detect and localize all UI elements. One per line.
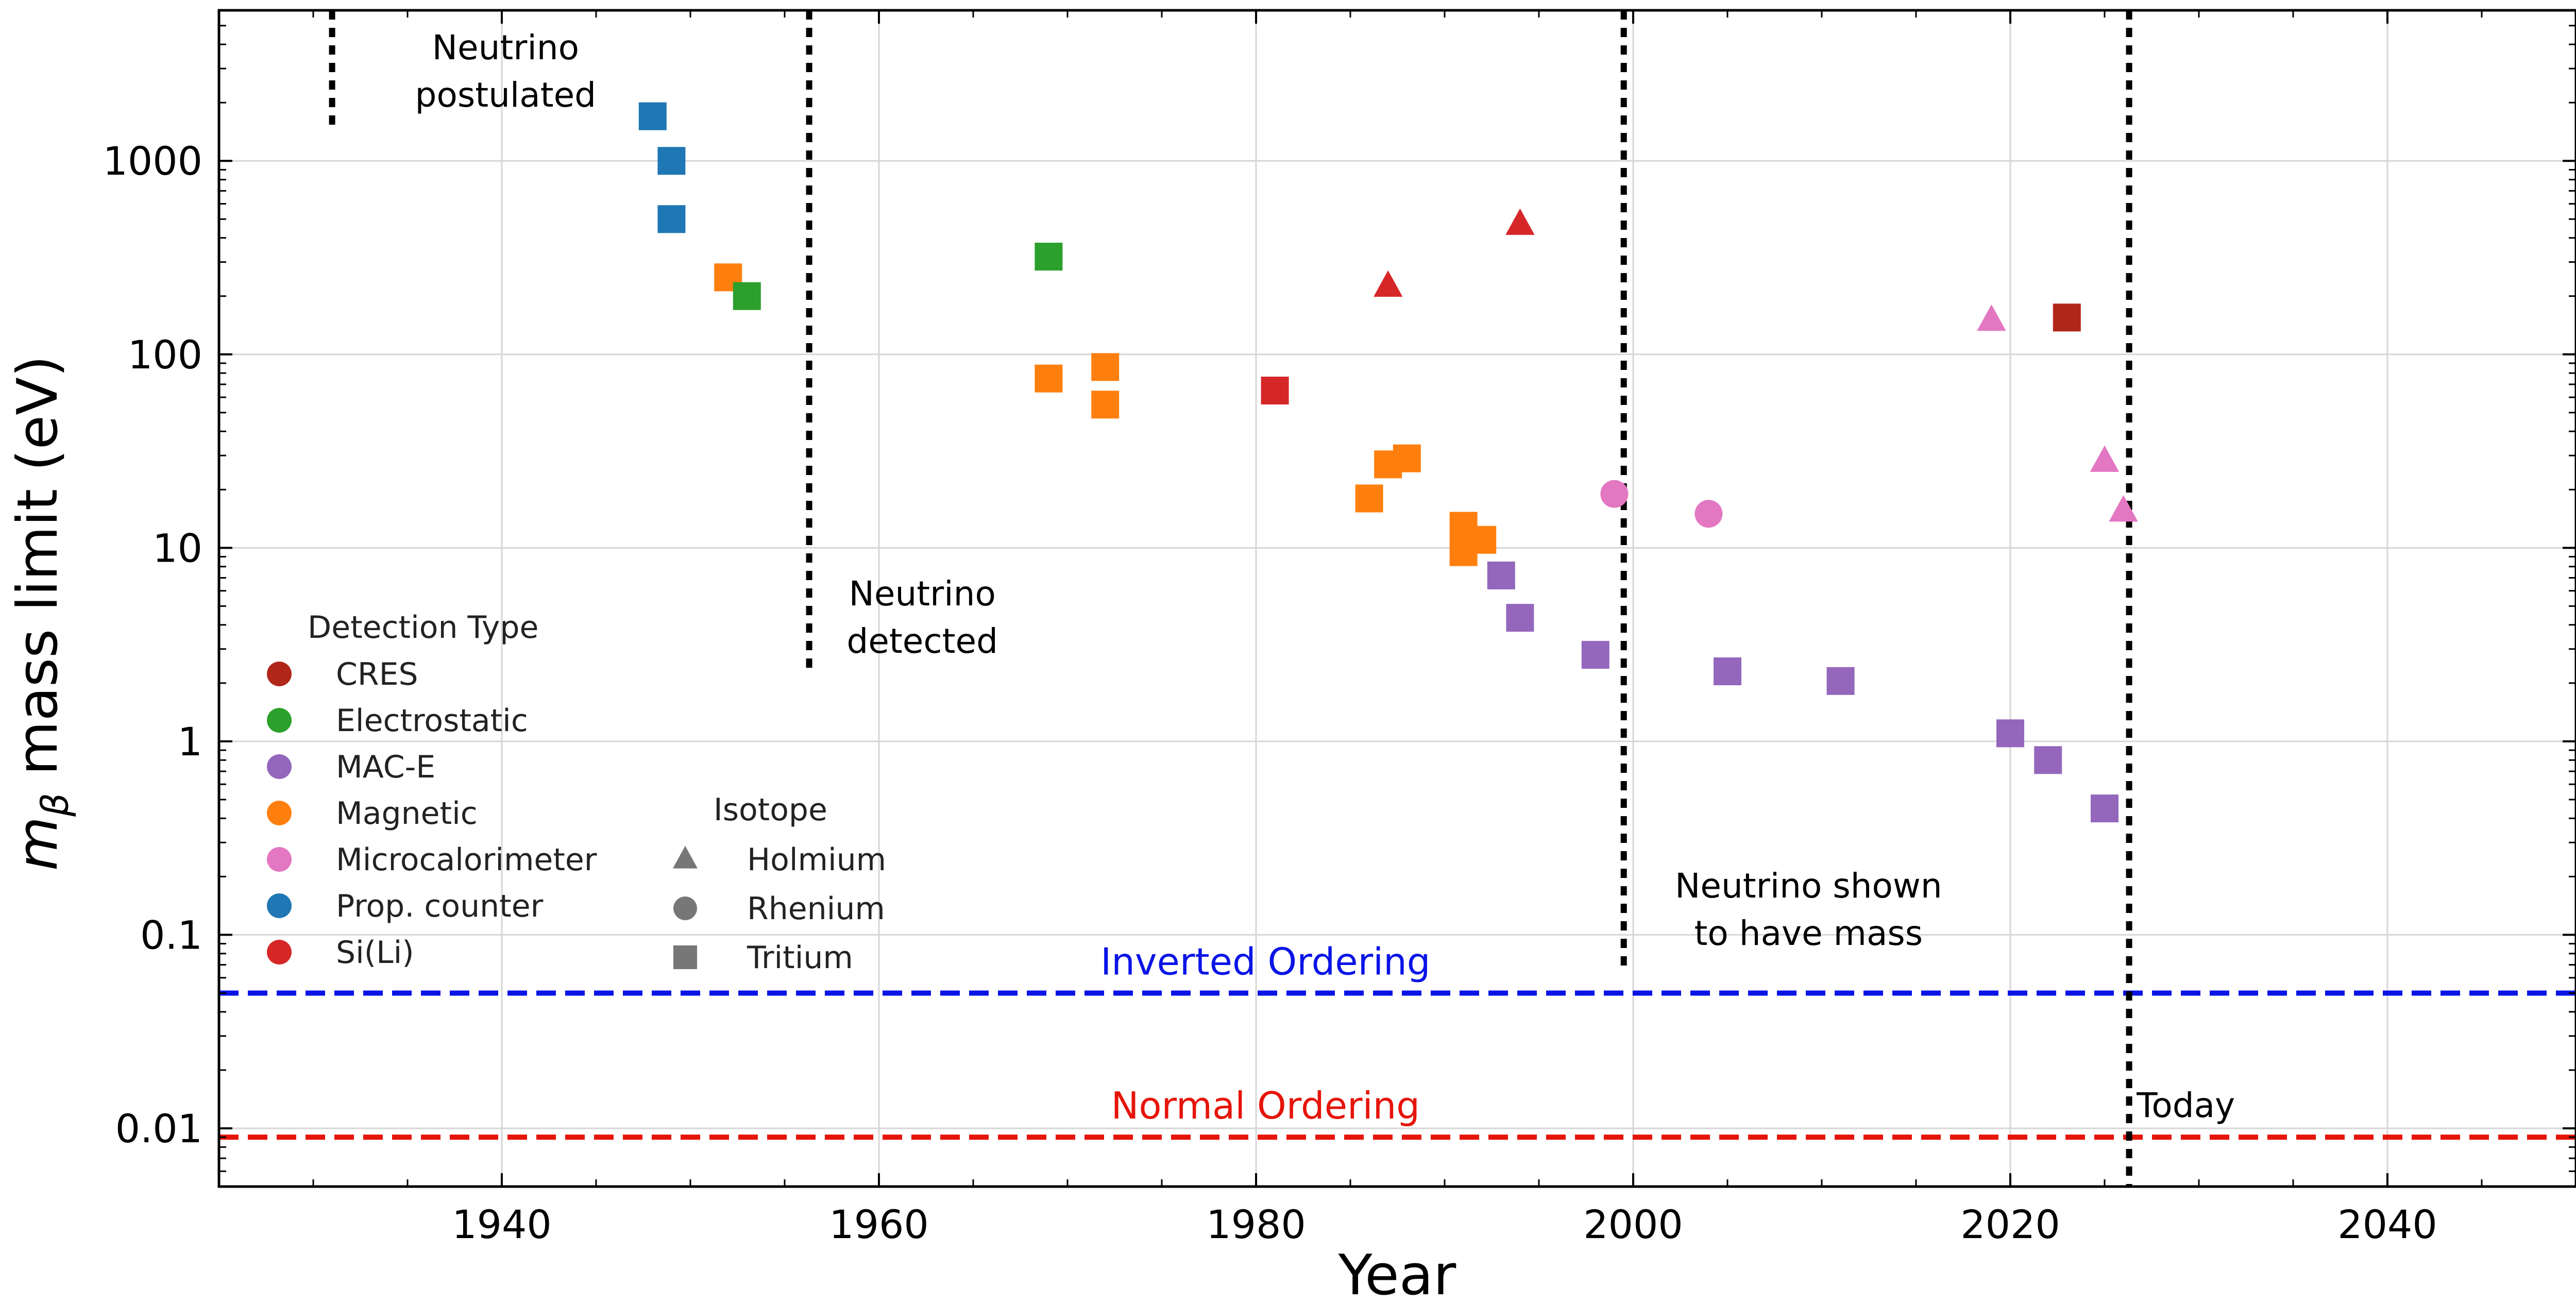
legend-swatch-mace (267, 754, 292, 779)
axis-ticks: 1940 1960 1980 2000 2020 2040 0.01 0.1 1 10 100 100… (103, 9, 2576, 1247)
legend-marker-holmium (672, 845, 698, 869)
data-point-magnetic-tritium (1393, 444, 1421, 472)
normal-ordering-label: Normal Ordering (1111, 1084, 1420, 1127)
data-point-mace-tritium (1506, 604, 1534, 632)
legend-isotope-title: Isotope (714, 792, 827, 828)
event-lines: Neutrino postulated Neutrino detected Neutri… (329, 10, 2235, 1187)
data-point-mace-tritium (1487, 561, 1515, 589)
data-point-magnetic-tritium (1035, 364, 1063, 393)
data-points (638, 102, 2138, 823)
y-tick-label: 100 (128, 332, 202, 378)
legend-swatch-magnetic (267, 801, 292, 825)
ordering-lines: Inverted Ordering Normal Ordering (219, 940, 2576, 1140)
legend-label-tritium: Tritium (747, 940, 853, 976)
y-tick-label: 0.1 (140, 912, 202, 958)
data-point-microcal-holmium (2090, 445, 2120, 472)
data-point-microcal-rhenium (1600, 480, 1629, 508)
x-tick-label: 1960 (829, 1202, 928, 1247)
data-point-cres-tritium (2053, 303, 2081, 332)
legend-swatch-cres (267, 662, 292, 686)
y-tick-label: 1000 (103, 138, 202, 184)
postulated-annotation-line: Neutrino (432, 28, 579, 67)
y-tick-label: 0.01 (115, 1106, 202, 1152)
data-point-microcal-holmium (1977, 304, 2006, 331)
detected-annotation-line: Neutrino (849, 574, 995, 614)
legend-label-rhenium: Rhenium (747, 891, 885, 927)
data-point-sili-tritium (1261, 377, 1289, 405)
legend-label-cres: CRES (336, 656, 418, 692)
x-tick-label: 2020 (1960, 1202, 2060, 1247)
data-point-sili-holmium (1373, 270, 1403, 297)
legend-marker-tritium (673, 945, 697, 969)
data-point-magnetic-tritium (1355, 484, 1383, 513)
legend-label-magnetic: Magnetic (336, 796, 478, 832)
legend-label-holmium: Holmium (747, 842, 886, 878)
legend-label-electrostatic: Electrostatic (336, 703, 528, 739)
data-point-mace-tritium (1714, 657, 1741, 686)
plot-frame (217, 9, 2576, 1188)
data-point-prop-tritium (657, 205, 686, 233)
data-point-sili-holmium (1505, 208, 1535, 235)
legend-swatch-sili (267, 940, 292, 964)
data-point-electrostatic-tritium (733, 282, 761, 310)
y-axis-title: mβ mass limit (eV) (6, 356, 77, 871)
mass-annotation-line: Neutrino shown (1675, 866, 1942, 906)
y-tick-label: 1 (178, 719, 202, 765)
legend-swatch-electrostatic (267, 708, 292, 733)
legend: Detection Type CRES Electrostatic MAC-E Magn… (267, 610, 886, 976)
axes-frame (217, 9, 2576, 1188)
data-point-mace-tritium (1996, 719, 2024, 748)
data-point-mace-tritium (2034, 746, 2062, 774)
inverted-ordering-label: Inverted Ordering (1100, 940, 1430, 983)
legend-swatch-microcal (267, 847, 292, 872)
data-point-magnetic-tritium (1091, 353, 1120, 381)
data-point-mace-tritium (2091, 794, 2119, 823)
legend-label-prop: Prop. counter (336, 888, 544, 924)
x-tick-label: 2000 (1583, 1202, 1683, 1247)
data-point-microcal-rhenium (1694, 500, 1723, 528)
x-tick-label: 2040 (2337, 1202, 2437, 1247)
mass-annotation-line: to have mass (1694, 913, 1923, 953)
data-point-magnetic-tritium (1468, 526, 1497, 554)
legend-label-sili: Si(Li) (336, 935, 414, 971)
legend-label-microcal: Microcalorimeter (336, 842, 597, 878)
data-point-microcal-holmium (2109, 495, 2138, 522)
data-point-prop-tritium (657, 147, 686, 175)
x-axis-title: Year (1338, 1243, 1456, 1303)
gridlines (219, 10, 2576, 1187)
y-axis-title-subscript: β (33, 793, 77, 817)
y-tick-label: 10 (152, 525, 202, 571)
x-tick-label: 1940 (452, 1202, 551, 1247)
y-axis-title-text: mass limit (eV) (6, 356, 70, 793)
data-point-mace-tritium (1581, 640, 1609, 669)
detected-annotation-line: detected (846, 621, 998, 661)
postulated-annotation-line: postulated (415, 75, 597, 115)
data-point-electrostatic-tritium (1035, 243, 1063, 271)
legend-swatch-prop (267, 893, 292, 918)
data-point-mace-tritium (1826, 667, 1855, 695)
data-point-magnetic-tritium (1091, 391, 1120, 419)
x-tick-label: 1980 (1206, 1202, 1306, 1247)
legend-detection-title: Detection Type (308, 610, 538, 646)
legend-marker-rhenium (673, 896, 697, 920)
legend-label-mace: MAC-E (336, 749, 435, 785)
today-annotation-line: Today (2136, 1086, 2235, 1125)
data-point-prop-tritium (638, 102, 667, 130)
y-axis-title-symbol: m (6, 817, 70, 871)
